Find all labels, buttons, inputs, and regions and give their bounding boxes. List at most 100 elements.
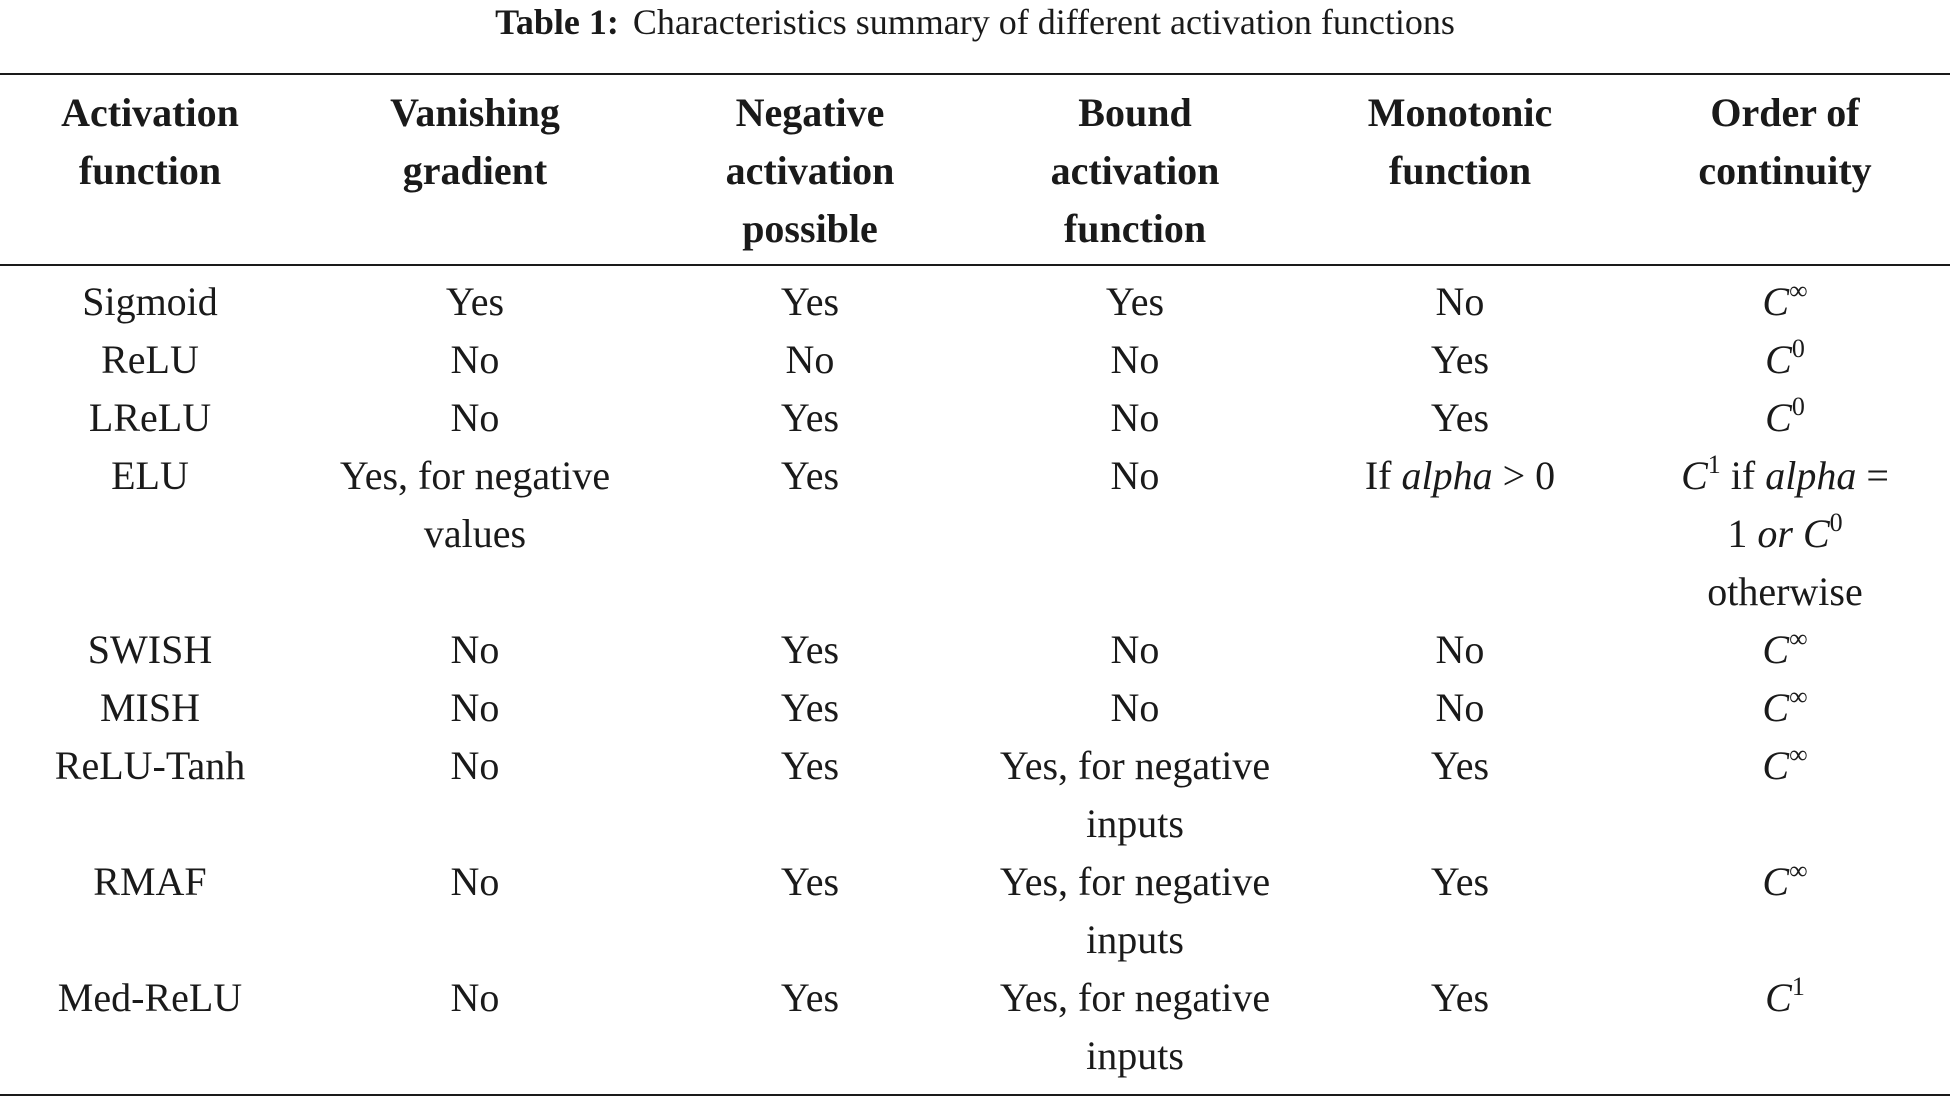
continuity-superscript: ∞ (1789, 623, 1808, 653)
header-line: Vanishing (390, 90, 560, 135)
header-line: gradient (402, 148, 548, 193)
header-line: activation (1050, 148, 1220, 193)
monotonic-value: No (1435, 279, 1485, 324)
continuity-superscript: ∞ (1789, 681, 1808, 711)
cell-activation-name: LReLU (0, 389, 300, 447)
cell-activation-name: MISH (0, 679, 300, 737)
continuity-superscript: 1 (1791, 971, 1805, 1001)
activation-name: Med-ReLU (57, 975, 243, 1020)
monotonic-prefix: If (1364, 453, 1402, 498)
header-rule (0, 264, 1950, 266)
header-line: Monotonic (1367, 90, 1553, 135)
cell-negative-activation: Yes (650, 447, 970, 621)
bound-value: No (1110, 685, 1160, 730)
table-row: SWISH No Yes No No C∞ (0, 621, 1950, 679)
cell-bound-activation: No (970, 331, 1300, 389)
cell-activation-name: ReLU (0, 331, 300, 389)
cell-negative-activation: Yes (650, 264, 970, 331)
cell-bound-activation: No (970, 389, 1300, 447)
header-order-of-continuity: Order of continuity (1620, 74, 1950, 264)
bound-value: Yes, for negative (999, 743, 1271, 788)
continuity-superscript: ∞ (1789, 275, 1808, 305)
continuity-base: C (1802, 511, 1830, 556)
header-negative-activation: Negative activation possible (650, 74, 970, 264)
vanishing-value: No (450, 395, 500, 440)
negative-value: No (785, 337, 835, 382)
cell-monotonic: If alpha > 0 (1300, 447, 1620, 621)
table-row: LReLU No Yes No Yes C0 (0, 389, 1950, 447)
cell-order-of-continuity: C1 (1620, 969, 1950, 1085)
monotonic-value: Yes (1430, 975, 1490, 1020)
continuity-superscript: 0 (1791, 391, 1805, 421)
negative-value: Yes (780, 395, 840, 440)
activation-name: Sigmoid (82, 279, 218, 324)
vanishing-value: No (450, 975, 500, 1020)
cell-negative-activation: Yes (650, 621, 970, 679)
continuity-base: C (1681, 453, 1708, 498)
continuity-superscript: 1 (1707, 449, 1721, 479)
cell-vanishing-gradient: Yes, for negative values (300, 447, 650, 621)
header-line: Bound (1078, 90, 1192, 135)
header-activation-function: Activation function (0, 74, 300, 264)
activation-name: SWISH (87, 627, 213, 672)
activation-name: ReLU (101, 337, 199, 382)
vanishing-value: Yes, for negative (339, 453, 611, 498)
cell-bound-activation: Yes, for negative inputs (970, 853, 1300, 969)
cell-negative-activation: Yes (650, 737, 970, 853)
cell-bound-activation: Yes, for negative inputs (970, 969, 1300, 1085)
vanishing-value: No (450, 337, 500, 382)
continuity-text: 1 (1727, 511, 1758, 556)
cell-vanishing-gradient: No (300, 969, 650, 1085)
cell-monotonic: No (1300, 621, 1620, 679)
header-line: function (1388, 148, 1532, 193)
negative-value: Yes (780, 743, 840, 788)
cell-bound-activation: No (970, 679, 1300, 737)
cell-activation-name: Med-ReLU (0, 969, 300, 1085)
caption-label: Table 1: (495, 2, 619, 42)
table-row: RMAF No Yes Yes, for negative inputs Yes C∞ (0, 853, 1950, 969)
continuity-math: or (1757, 511, 1793, 556)
continuity-superscript: ∞ (1789, 739, 1808, 769)
header-bound-activation: Bound activation function (970, 74, 1300, 264)
cell-bound-activation: No (970, 447, 1300, 621)
table-row: Sigmoid Yes Yes Yes No C∞ (0, 264, 1950, 331)
monotonic-value: Yes (1430, 337, 1490, 382)
bound-value: inputs (1086, 1033, 1184, 1078)
table-row: ELU Yes, for negative values Yes No If alpha … (0, 447, 1950, 621)
cell-activation-name: RMAF (0, 853, 300, 969)
caption-text: Characteristics summary of different act… (632, 2, 1455, 42)
cell-activation-name: SWISH (0, 621, 300, 679)
table-row: ReLU No No No Yes C0 (0, 331, 1950, 389)
cell-order-of-continuity: C1 if alpha = 1 or C0 otherwise (1620, 447, 1950, 621)
header-line: possible (742, 206, 878, 251)
monotonic-value: Yes (1430, 395, 1490, 440)
vanishing-value: No (450, 859, 500, 904)
monotonic-math: alpha (1401, 453, 1493, 498)
cell-order-of-continuity: C∞ (1620, 679, 1950, 737)
monotonic-suffix: > 0 (1492, 453, 1556, 498)
bound-value: Yes, for negative (999, 859, 1271, 904)
cell-vanishing-gradient: No (300, 331, 650, 389)
continuity-superscript: ∞ (1789, 855, 1808, 885)
bound-value: No (1110, 453, 1160, 498)
bound-value: No (1110, 627, 1160, 672)
negative-value: Yes (780, 859, 840, 904)
bottom-rule (0, 1094, 1950, 1096)
cell-order-of-continuity: C0 (1620, 331, 1950, 389)
continuity-math: alpha (1765, 453, 1857, 498)
vanishing-value: Yes (445, 279, 505, 324)
cell-vanishing-gradient: No (300, 679, 650, 737)
header-vanishing-gradient: Vanishing gradient (300, 74, 650, 264)
cell-order-of-continuity: C∞ (1620, 737, 1950, 853)
negative-value: Yes (780, 453, 840, 498)
cell-monotonic: Yes (1300, 853, 1620, 969)
cell-monotonic: Yes (1300, 389, 1620, 447)
continuity-text: if (1720, 453, 1766, 498)
table-body: Sigmoid Yes Yes Yes No C∞ ReLU No No No Yes C0 LReLU… (0, 264, 1950, 1085)
activation-name: RMAF (93, 859, 207, 904)
cell-activation-name: ELU (0, 447, 300, 621)
bound-value: inputs (1086, 801, 1184, 846)
bound-value: Yes, for negative (999, 975, 1271, 1020)
continuity-base: C (1762, 685, 1790, 730)
bound-value: Yes (1105, 279, 1165, 324)
